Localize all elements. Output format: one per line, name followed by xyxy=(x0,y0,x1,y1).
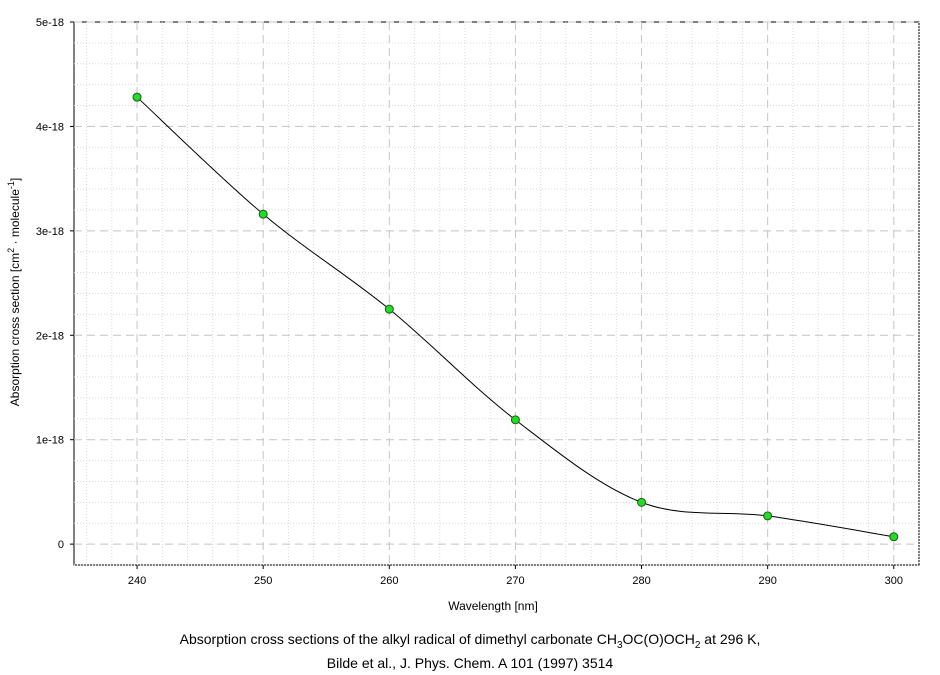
y-axis-title-suffix: ] xyxy=(8,178,22,181)
caption-text-3: at 296 K, xyxy=(700,631,761,647)
y-tick-label: 3e-18 xyxy=(36,226,64,238)
x-tick-label: 240 xyxy=(128,575,146,587)
caption-text-2: OC(O)OCH xyxy=(622,631,695,647)
data-point xyxy=(637,497,647,507)
chart: 240 250 260 270 280 290 300 0 1e-18 2e-18 3e-18 4e… xyxy=(6,17,920,613)
y-axis-ticks: 0 1e-18 2e-18 3e-18 4e-18 5e-18 xyxy=(36,17,74,551)
data-point xyxy=(510,415,520,425)
grid xyxy=(74,21,920,566)
y-tick-label: 2e-18 xyxy=(36,330,64,342)
chart-caption-line2: Bilde et al., J. Phys. Chem. A 101 (1997… xyxy=(0,655,940,671)
y-axis-title-prefix: Absorption cross section [cm xyxy=(8,253,22,406)
data-point xyxy=(889,532,899,542)
x-tick-label: 250 xyxy=(254,575,272,587)
y-axis-title-sup2: -1 xyxy=(6,181,16,189)
x-axis-title: Wavelength [nm] xyxy=(448,599,538,613)
x-tick-label: 290 xyxy=(758,575,776,587)
caption-text-1: Absorption cross sections of the alkyl r… xyxy=(179,631,617,647)
y-tick-label: 5e-18 xyxy=(36,17,64,29)
caption-citation: Bilde et al., J. Phys. Chem. A 101 (1997… xyxy=(326,655,614,671)
y-axis-title: Absorption cross section [cm2 · molecule… xyxy=(6,178,22,406)
x-tick-label: 300 xyxy=(885,575,903,587)
x-tick-label: 270 xyxy=(506,575,524,587)
y-tick-label: 0 xyxy=(58,539,64,551)
y-axis-title-sup1: 2 xyxy=(6,248,16,253)
x-tick-label: 280 xyxy=(632,575,650,587)
y-axis-title-middle: · molecule xyxy=(8,189,22,248)
data-points xyxy=(132,92,899,542)
data-point xyxy=(384,304,394,314)
data-point xyxy=(763,511,773,521)
y-tick-label: 1e-18 xyxy=(36,435,64,447)
caption-sub-2: 2 xyxy=(694,639,701,651)
x-tick-label: 260 xyxy=(380,575,398,587)
chart-caption-line1: Absorption cross sections of the alkyl r… xyxy=(0,631,940,651)
plot-area xyxy=(73,21,920,566)
x-axis-ticks: 240 250 260 270 280 290 300 xyxy=(128,565,903,587)
data-point xyxy=(258,209,268,219)
caption-sub-1: 3 xyxy=(616,639,623,651)
y-tick-label: 4e-18 xyxy=(36,121,64,133)
data-point xyxy=(132,92,142,102)
